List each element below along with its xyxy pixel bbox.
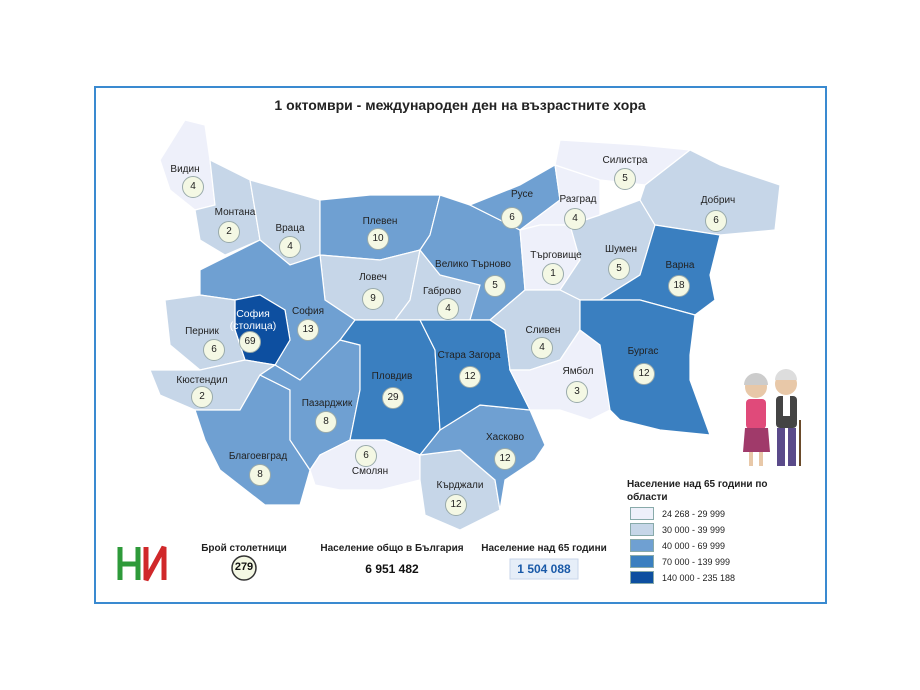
region-name: Плевен	[362, 216, 398, 227]
legend-item: 30 000 - 39 999	[630, 523, 725, 536]
legend-swatch	[630, 571, 654, 584]
region-name: Пловдив	[371, 371, 413, 382]
region-value: 5	[614, 168, 636, 190]
region-value: 29	[382, 387, 404, 409]
region-name: Сливен	[525, 325, 561, 336]
region-name: Кюстендил	[176, 375, 228, 386]
region-name: Търговище	[530, 250, 582, 261]
legend-label: 30 000 - 39 999	[662, 524, 726, 535]
region-value: 5	[484, 275, 506, 297]
region-value: 4	[437, 298, 459, 320]
legend-label: 70 000 - 139 999	[662, 556, 731, 567]
region-name: Пазарджик	[301, 398, 353, 409]
legend-item: 140 000 - 235 188	[630, 571, 735, 584]
stat-value: 6 951 482	[365, 562, 419, 576]
region-value: 12	[459, 366, 481, 388]
region-name: Ямбол	[562, 366, 594, 377]
region-name: Смолян	[351, 466, 389, 477]
stat-value: 279	[234, 561, 254, 573]
region-value: 4	[279, 236, 301, 258]
region-value: 4	[182, 176, 204, 198]
region-name: Благоевград	[228, 451, 288, 462]
stat-label: Население над 65 години	[481, 543, 607, 554]
region-value: 8	[249, 464, 271, 486]
legend-swatch	[630, 539, 654, 552]
legend-label: 24 268 - 29 999	[662, 508, 726, 519]
region-value: 8	[315, 411, 337, 433]
region-value: 2	[191, 386, 213, 408]
region-name: Враца	[275, 223, 305, 234]
region-value: 10	[367, 228, 389, 250]
region-value: 18	[668, 275, 690, 297]
legend-label: 40 000 - 69 999	[662, 540, 726, 551]
region-name: Ловеч	[359, 272, 387, 283]
legend-label: 140 000 - 235 188	[662, 572, 736, 583]
region-value: 2	[218, 221, 240, 243]
title: 1 октомври - международен ден на възраст…	[274, 97, 646, 113]
legend-swatch	[630, 523, 654, 536]
stat-badge	[509, 558, 579, 580]
region-name: Монтана	[214, 207, 256, 218]
region-value: 13	[297, 319, 319, 341]
legend-swatch	[630, 507, 654, 520]
region-name: Русе	[510, 189, 534, 200]
region-name: Стара Загора	[437, 350, 501, 361]
region-value: 5	[608, 258, 630, 280]
legend-item: 24 268 - 29 999	[630, 507, 725, 520]
region-value: 12	[445, 494, 467, 516]
region-value: 3	[566, 381, 588, 403]
stat-value: 1 504 088	[517, 562, 571, 576]
logo	[117, 545, 167, 582]
region-name: София	[291, 306, 325, 317]
stat-label: Брой столетници	[201, 543, 287, 554]
region-name: София (столица)	[229, 308, 277, 332]
region-value: 4	[531, 337, 553, 359]
region-value: 12	[494, 448, 516, 470]
region	[639, 149, 781, 236]
region-name: Варна	[665, 260, 695, 271]
region-name: Бургас	[627, 346, 659, 357]
region-name: Габрово	[422, 286, 462, 297]
region-value: 6	[203, 339, 225, 361]
region-name: Разград	[559, 194, 597, 205]
region-value: 6	[355, 445, 377, 467]
region-name: Добрич	[700, 195, 736, 206]
region-name: Видин	[170, 164, 200, 175]
region-value: 1	[542, 263, 564, 285]
region-name: Хасково	[485, 432, 525, 443]
region-value: 9	[362, 288, 384, 310]
region-name: Шумен	[604, 244, 638, 255]
legend-item: 70 000 - 139 999	[630, 555, 730, 568]
stat-label: Население общо в България	[320, 543, 464, 554]
region-name: Кърджали	[436, 480, 484, 491]
legend-swatch	[630, 555, 654, 568]
region-value: 69	[239, 331, 261, 353]
region-value: 4	[564, 208, 586, 230]
couple-illustration	[743, 369, 801, 466]
stat-badge	[231, 555, 257, 581]
legend-item: 40 000 - 69 999	[630, 539, 725, 552]
region-name: Силистра	[602, 155, 648, 166]
region-value: 12	[633, 363, 655, 385]
region-value: 6	[705, 210, 727, 232]
frame	[94, 86, 827, 604]
region-name: Перник	[185, 326, 219, 337]
region-name: Велико Търново	[435, 259, 511, 270]
region-value: 6	[501, 207, 523, 229]
legend-title: Население над 65 години по области	[627, 479, 768, 503]
